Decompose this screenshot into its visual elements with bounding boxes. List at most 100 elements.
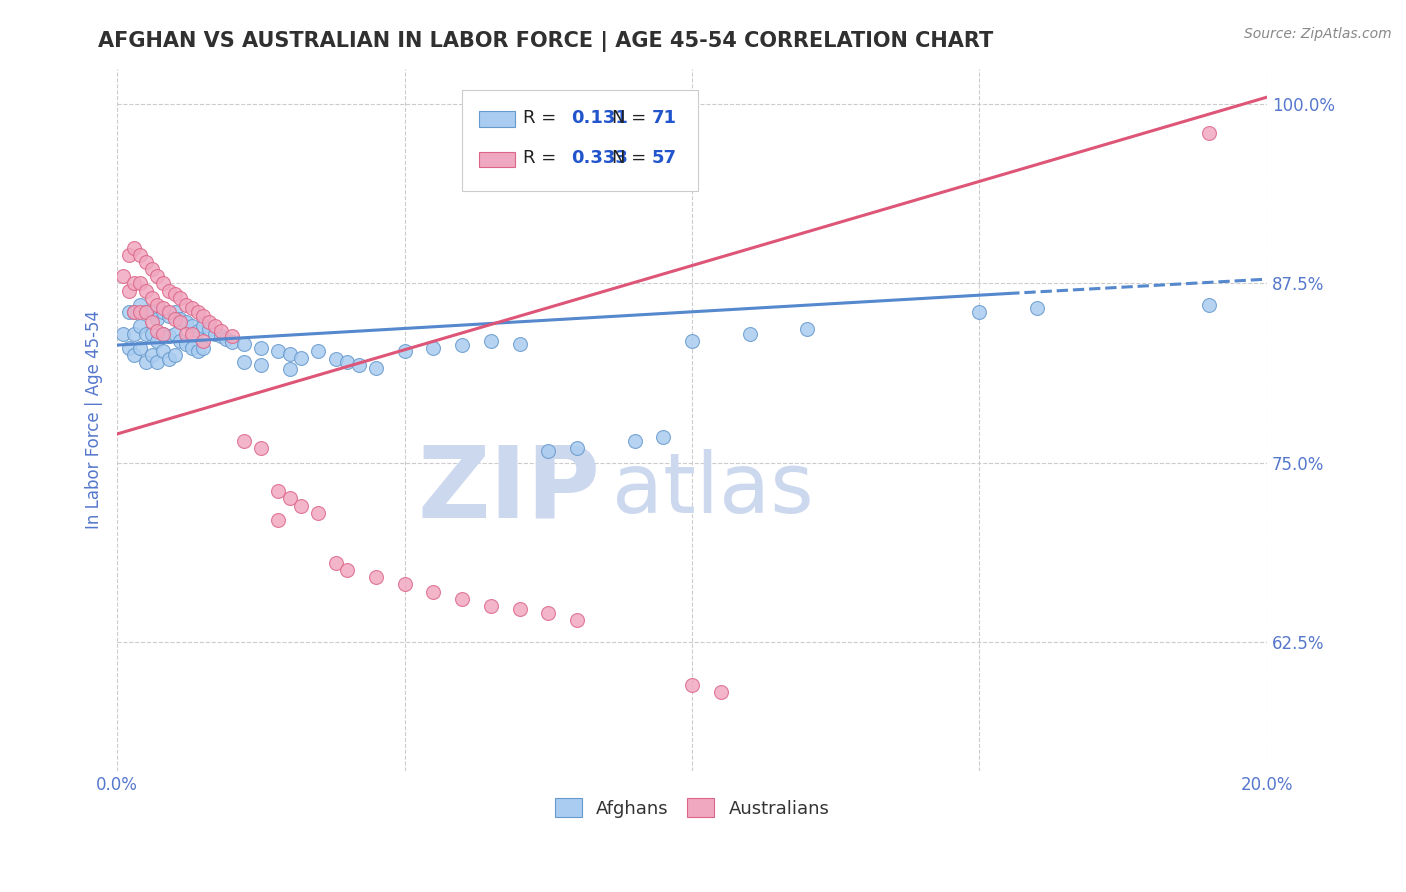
Point <box>209 324 232 338</box>
Point <box>146 312 169 326</box>
Point <box>221 335 243 350</box>
Point <box>187 324 209 338</box>
Point <box>565 613 588 627</box>
Text: 57: 57 <box>652 149 676 167</box>
Point <box>152 305 174 319</box>
Point <box>278 362 301 376</box>
Point <box>146 269 169 284</box>
Point <box>479 599 502 613</box>
Point <box>451 338 474 352</box>
Point <box>169 291 191 305</box>
Point <box>267 343 290 358</box>
Point <box>193 334 215 348</box>
Point <box>193 341 215 355</box>
Point <box>181 341 204 355</box>
Point <box>118 248 141 262</box>
Point <box>215 332 238 346</box>
Point <box>135 284 157 298</box>
Text: 71: 71 <box>652 109 676 127</box>
Point <box>509 336 531 351</box>
Point <box>124 348 146 362</box>
Text: ZIP: ZIP <box>418 442 600 539</box>
Point <box>181 326 204 341</box>
Point <box>163 326 186 341</box>
Point <box>364 361 387 376</box>
Point <box>336 355 359 369</box>
Point <box>250 358 273 372</box>
Point <box>169 312 191 326</box>
Point <box>135 305 157 319</box>
Point <box>969 305 991 319</box>
Point <box>307 506 329 520</box>
Point <box>479 334 502 348</box>
Point <box>347 358 370 372</box>
Point <box>394 343 416 358</box>
Text: N =: N = <box>612 149 645 167</box>
Point <box>204 326 226 341</box>
Point <box>174 326 197 341</box>
Point <box>174 315 197 329</box>
Point <box>118 284 141 298</box>
Point <box>152 326 174 341</box>
Text: 0.131: 0.131 <box>571 109 628 127</box>
Point <box>250 341 273 355</box>
Point <box>146 334 169 348</box>
Point <box>451 591 474 606</box>
Point <box>232 336 254 351</box>
Point <box>124 277 146 291</box>
Point <box>152 277 174 291</box>
Point <box>129 319 152 334</box>
Point <box>394 577 416 591</box>
Point <box>163 286 186 301</box>
Point <box>509 601 531 615</box>
Point <box>336 563 359 577</box>
Text: 0.333: 0.333 <box>571 149 628 167</box>
Point <box>169 334 191 348</box>
Point <box>193 319 215 334</box>
Point <box>796 322 818 336</box>
Point <box>267 513 290 527</box>
Point <box>681 334 703 348</box>
Point <box>146 355 169 369</box>
Point <box>118 305 141 319</box>
Point <box>157 305 180 319</box>
Point <box>135 305 157 319</box>
Point <box>141 305 163 319</box>
Point <box>118 341 141 355</box>
Point <box>738 326 761 341</box>
Point <box>157 329 180 343</box>
Point <box>278 347 301 361</box>
Point <box>278 491 301 506</box>
Point <box>146 298 169 312</box>
Text: R =: R = <box>523 109 557 127</box>
Point <box>124 326 146 341</box>
Point <box>221 329 243 343</box>
Point <box>187 343 209 358</box>
Point <box>290 499 312 513</box>
Point <box>129 305 152 319</box>
Point <box>181 319 204 334</box>
FancyBboxPatch shape <box>479 152 515 167</box>
Point <box>307 343 329 358</box>
Point <box>111 326 134 341</box>
Point <box>163 312 186 326</box>
Point <box>710 685 733 699</box>
Y-axis label: In Labor Force | Age 45-54: In Labor Force | Age 45-54 <box>86 310 103 529</box>
Point <box>146 324 169 338</box>
Point <box>422 341 444 355</box>
Point <box>169 315 191 329</box>
Point <box>152 343 174 358</box>
FancyBboxPatch shape <box>479 112 515 127</box>
Point <box>537 606 560 620</box>
Point <box>267 484 290 499</box>
Text: atlas: atlas <box>612 450 813 531</box>
FancyBboxPatch shape <box>463 89 697 192</box>
Point <box>193 310 215 324</box>
Point <box>141 348 163 362</box>
Text: N =: N = <box>612 109 645 127</box>
Point <box>652 430 675 444</box>
Point <box>364 570 387 584</box>
Point <box>422 584 444 599</box>
Point <box>187 305 209 319</box>
Point <box>141 315 163 329</box>
